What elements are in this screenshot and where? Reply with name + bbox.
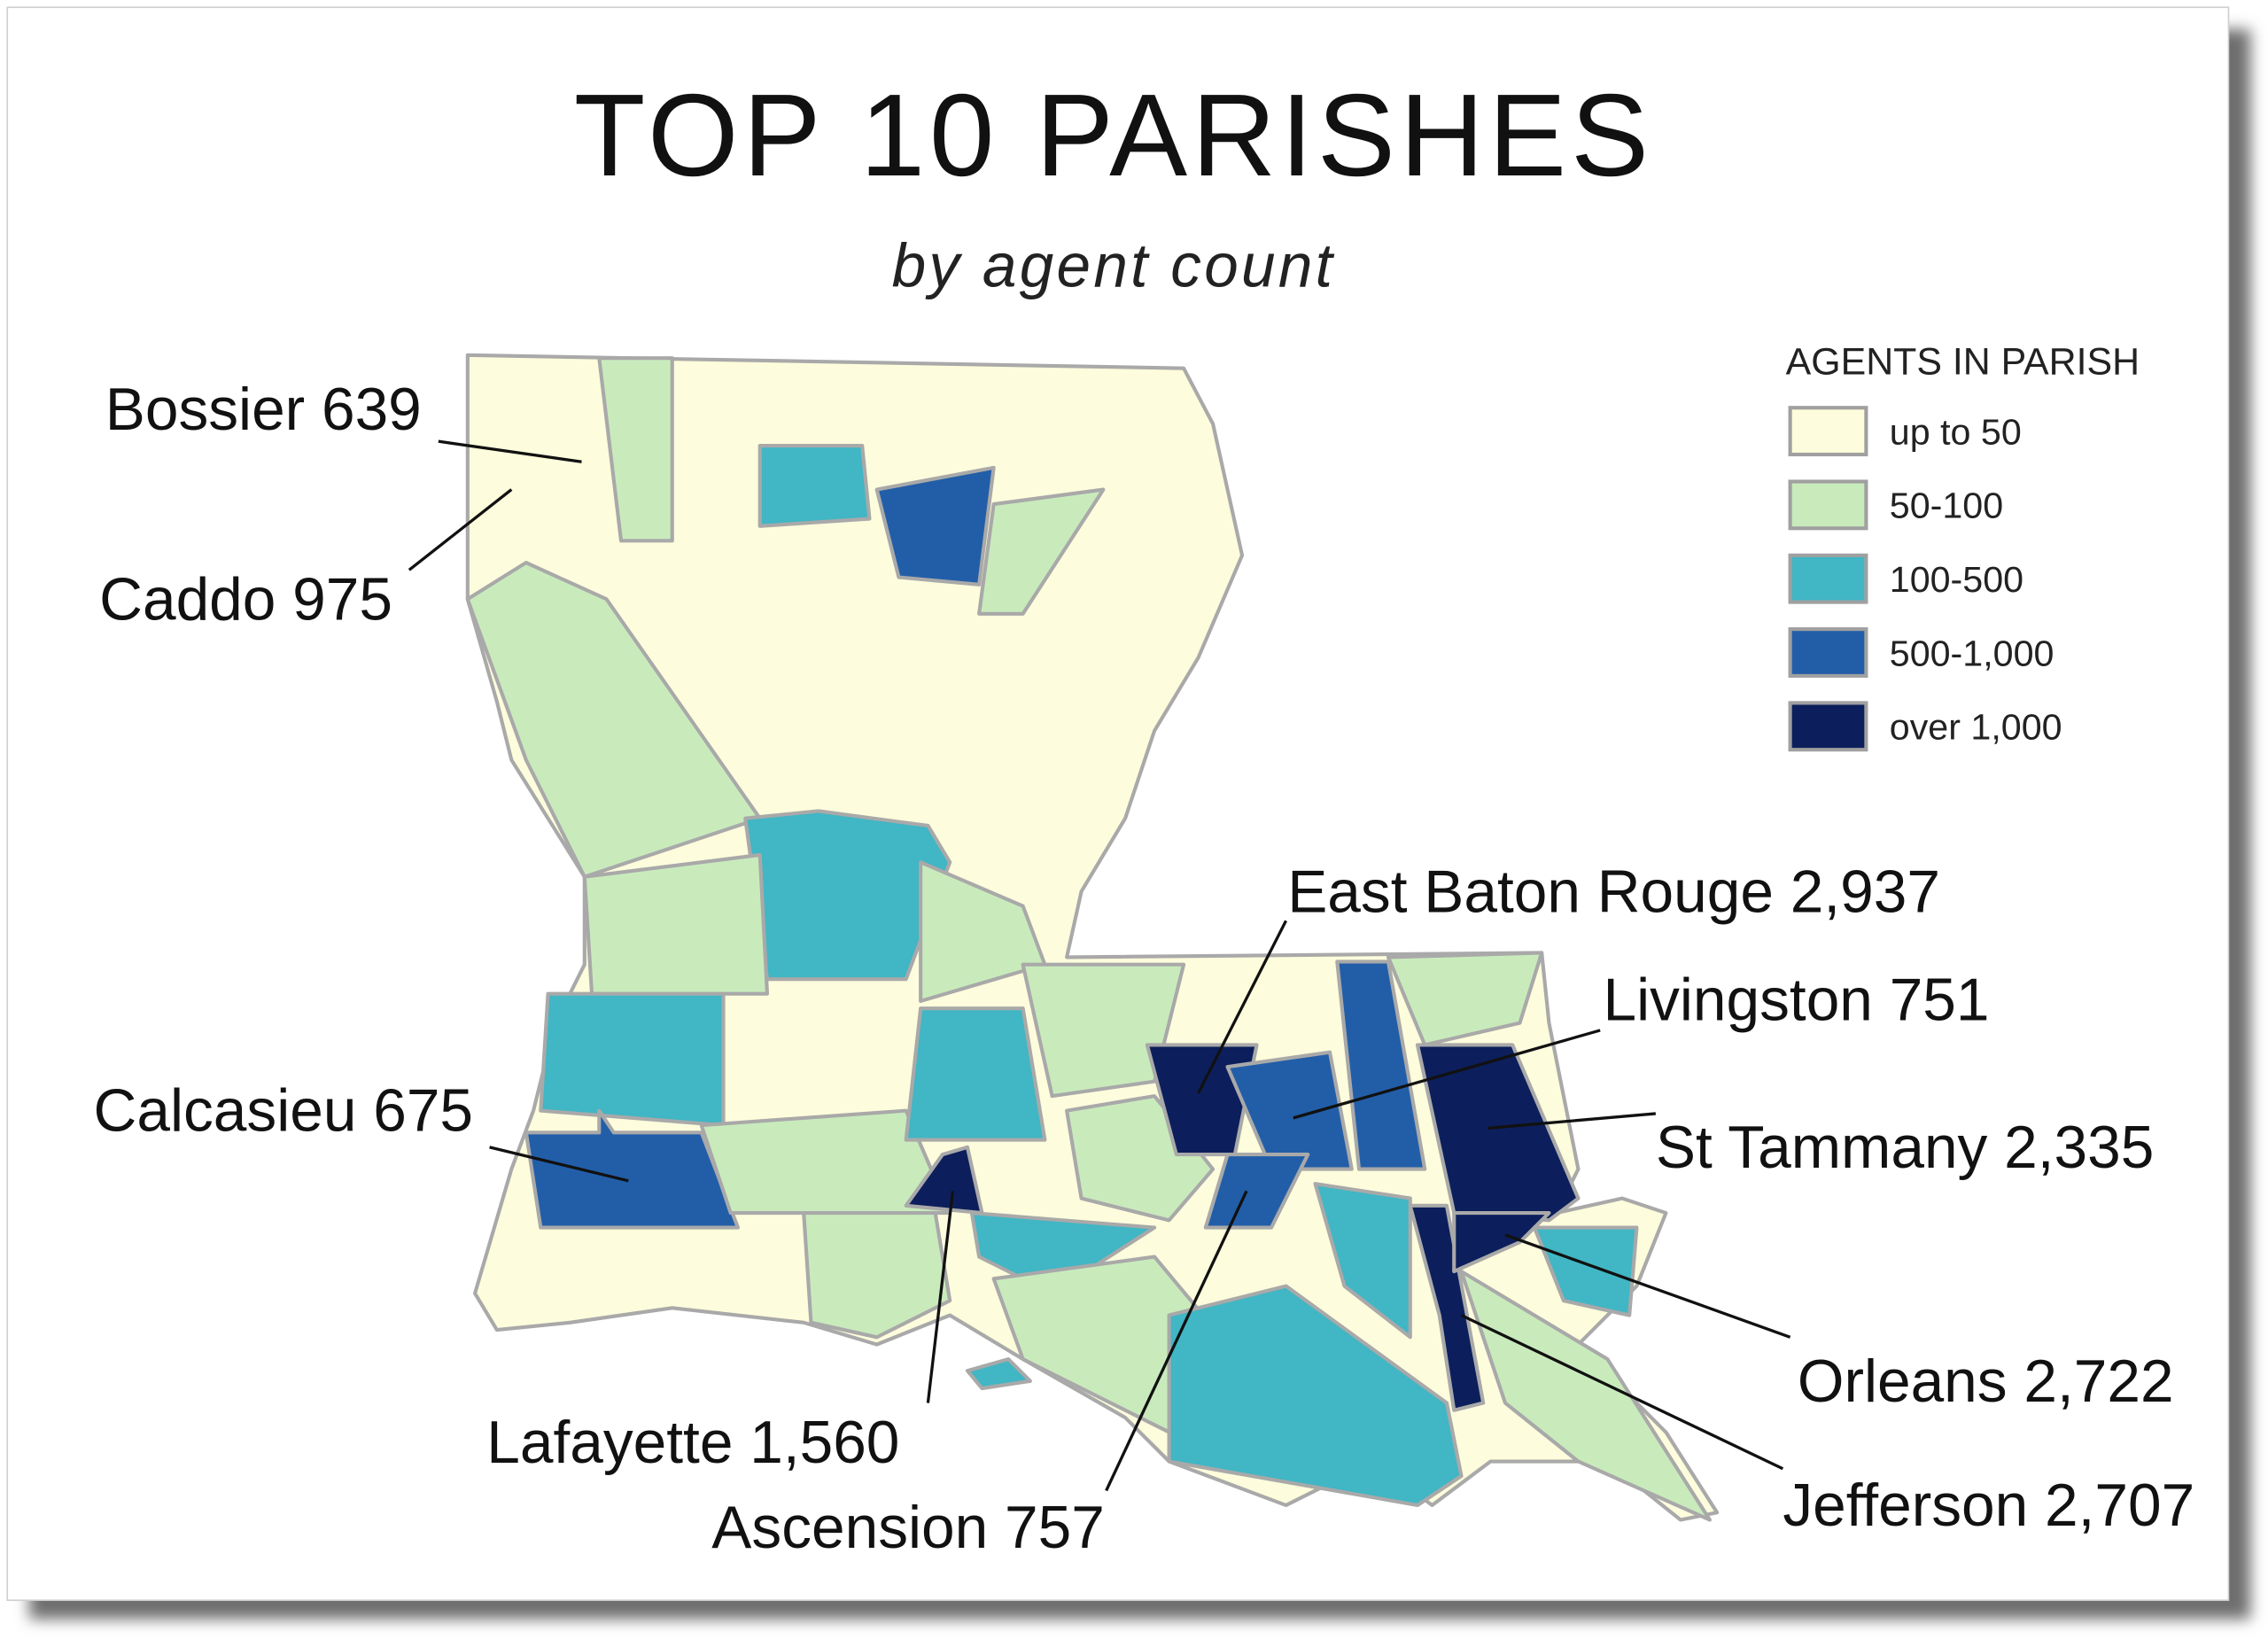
legend-swatch <box>1788 553 1868 604</box>
legend-swatch <box>1788 701 1868 752</box>
leader-line <box>1460 1314 1784 1471</box>
legend-label: 100-500 <box>1890 559 2023 600</box>
leader-line <box>1487 1112 1657 1130</box>
parish <box>904 1145 984 1216</box>
parish <box>1203 1153 1310 1230</box>
legend: AGENTS IN PARISH up to 50 50-100 100-500 50… <box>1786 340 2140 752</box>
parish <box>1386 951 1544 1047</box>
parish-label: St Tammany 2,335 <box>1656 1115 2154 1181</box>
parish <box>1532 1225 1639 1317</box>
leader-line <box>1197 920 1288 1094</box>
parish <box>1415 1043 1581 1223</box>
legend-label: up to 50 <box>1890 411 2022 452</box>
parish <box>1225 1050 1354 1171</box>
parish <box>874 465 996 587</box>
leader-lines <box>408 439 1791 1492</box>
state-map <box>465 353 1720 1522</box>
parish-label: East Baton Rouge 2,937 <box>1287 858 1940 925</box>
parish <box>539 991 726 1128</box>
legend-label: 500-1,000 <box>1890 633 2054 673</box>
leader-line <box>1293 1029 1601 1120</box>
leader-line <box>489 1146 629 1183</box>
parish <box>1459 1270 1712 1522</box>
parish <box>1452 1211 1551 1274</box>
parish-label: Orleans 2,722 <box>1798 1348 2174 1415</box>
parish-label: Caddo 975 <box>99 566 392 633</box>
parish-label: Jefferson 2,707 <box>1783 1472 2194 1539</box>
parish <box>1408 1203 1486 1412</box>
leader-line <box>926 1191 955 1403</box>
legend-swatch <box>1788 406 1868 457</box>
legend-swatch <box>1788 479 1868 531</box>
parish <box>597 356 674 543</box>
parish-label: Calcasieu 675 <box>94 1078 473 1145</box>
parish <box>904 1006 1047 1142</box>
parish <box>582 852 770 996</box>
leader-line <box>408 488 513 571</box>
parish <box>977 487 1106 616</box>
parish-label: Lafayette 1,560 <box>486 1410 899 1476</box>
legend-label: over 1,000 <box>1890 707 2062 748</box>
parish <box>757 444 872 528</box>
legend-label: 50-100 <box>1890 486 2003 526</box>
parish <box>524 1108 741 1230</box>
parish <box>802 1211 952 1340</box>
parish-label: Bossier 639 <box>105 377 422 443</box>
legend-swatch <box>1788 627 1868 678</box>
legend-title: AGENTS IN PARISH <box>1786 340 2140 383</box>
title: TOP 10 PARISHES <box>574 70 1653 200</box>
parish <box>1167 1284 1464 1508</box>
parish-labels: Bossier 639 Caddo 975 Calcasieu 675 Lafa… <box>94 377 2195 1561</box>
parish <box>1021 962 1186 1099</box>
subtitle: by agent count <box>892 230 1336 299</box>
parish-label: Ascension 757 <box>711 1495 1105 1561</box>
leader-line <box>438 439 582 463</box>
parish <box>965 1356 1032 1391</box>
leader-line <box>1105 1190 1248 1492</box>
leader-line <box>1504 1233 1791 1339</box>
parish-label: Livingston 751 <box>1603 967 1989 1033</box>
parish <box>1313 1182 1412 1340</box>
